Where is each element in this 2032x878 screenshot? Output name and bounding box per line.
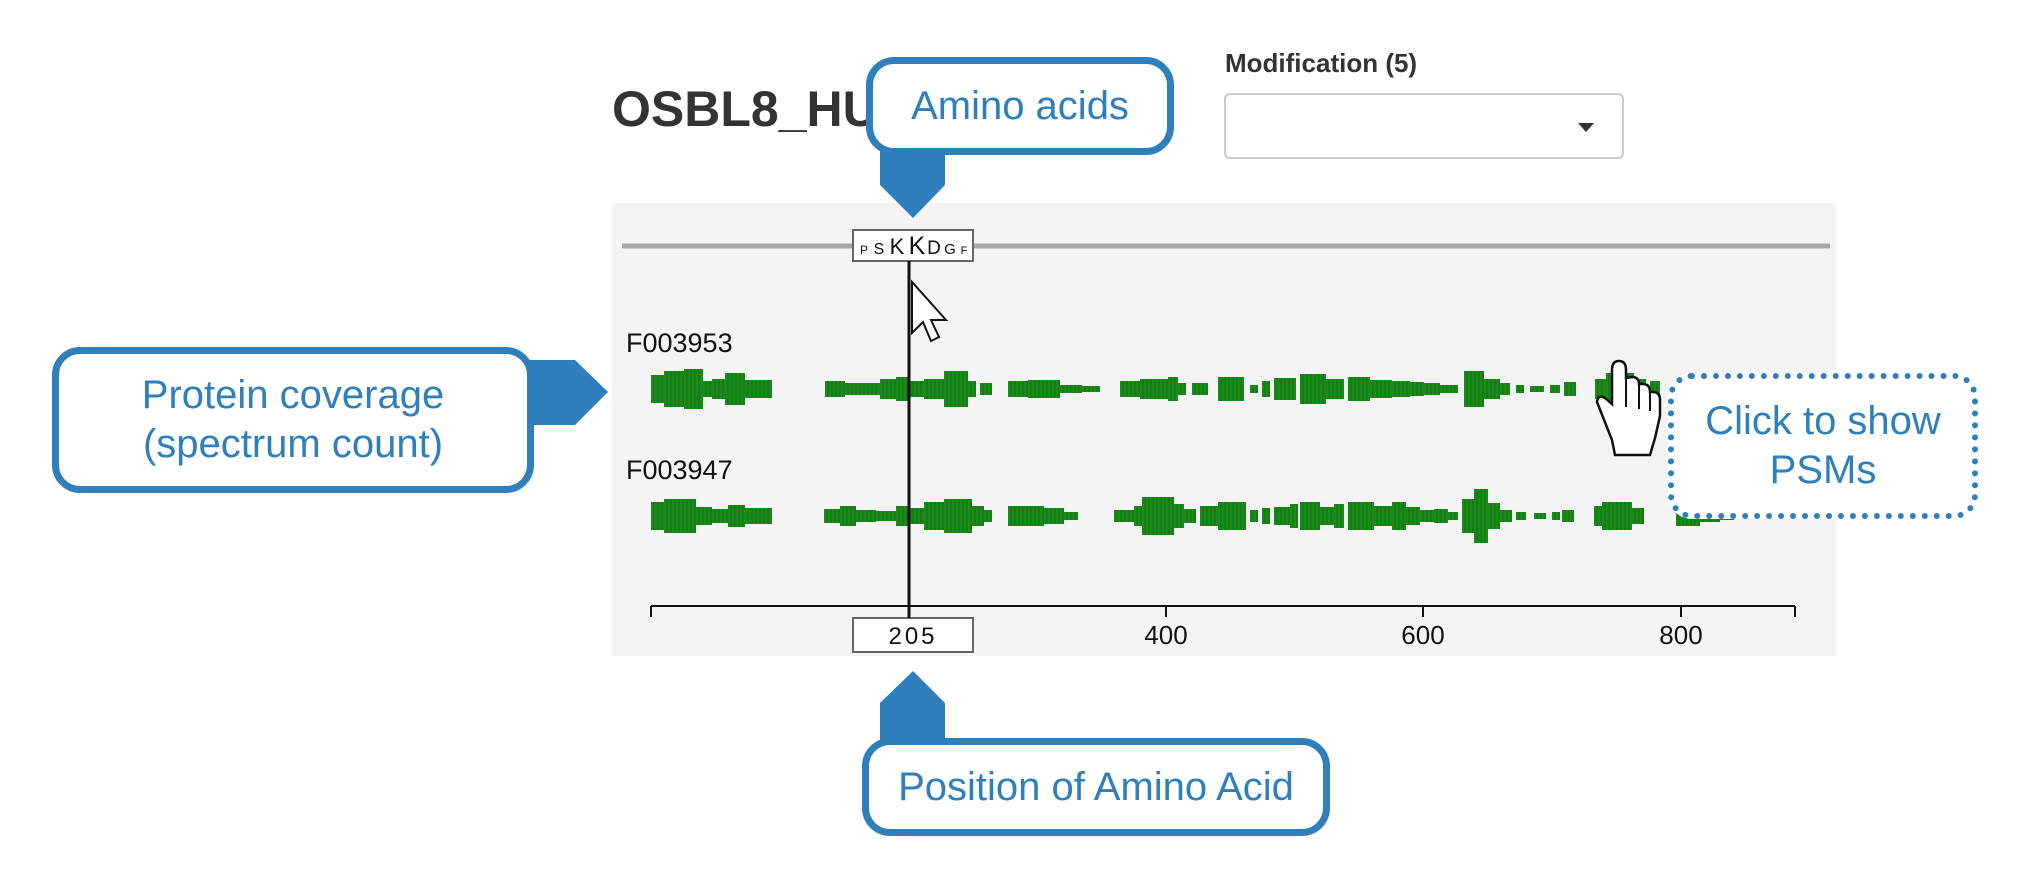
modification-label: Modification (5) bbox=[1225, 48, 1418, 78]
x-axis-tick-label: 800 bbox=[1659, 620, 1702, 650]
coverage-segment[interactable] bbox=[1028, 380, 1060, 398]
coverage-segment[interactable] bbox=[1500, 510, 1512, 522]
coverage-segment[interactable] bbox=[1184, 509, 1196, 523]
coverage-segment[interactable] bbox=[1178, 383, 1186, 395]
caret-down-icon bbox=[1578, 123, 1594, 132]
sequence-letter: S bbox=[874, 241, 885, 258]
hand-cursor-icon bbox=[1595, 359, 1662, 457]
callout-click-to-show-psms: Click to show PSMs bbox=[1668, 373, 1978, 519]
coverage-segment[interactable] bbox=[876, 511, 896, 521]
coverage-segment[interactable] bbox=[1516, 385, 1524, 393]
coverage-segment[interactable] bbox=[1552, 512, 1560, 520]
coverage-segment[interactable] bbox=[1290, 504, 1298, 528]
coverage-segment[interactable] bbox=[684, 369, 703, 409]
coverage-segment[interactable] bbox=[968, 381, 976, 397]
sequence-letter: P bbox=[860, 243, 868, 257]
coverage-segment[interactable] bbox=[824, 509, 840, 523]
callout-protein-coverage: Protein coverage (spectrum count) bbox=[52, 347, 534, 493]
coverage-segment[interactable] bbox=[1424, 383, 1440, 395]
position-readout: 205 bbox=[888, 623, 937, 650]
coverage-segment[interactable] bbox=[1500, 383, 1510, 395]
position-box bbox=[852, 617, 974, 653]
coverage-segment[interactable] bbox=[1192, 383, 1208, 395]
callout-amino-acids: Amino acids bbox=[866, 57, 1174, 155]
sequence-letter: K bbox=[890, 234, 905, 259]
callout-psm-line: Click to show bbox=[1705, 399, 1941, 444]
coverage-segment[interactable] bbox=[944, 371, 968, 407]
coverage-segment[interactable] bbox=[880, 379, 896, 399]
callout-amino-acids-text: Amino acids bbox=[911, 83, 1129, 128]
coverage-segment[interactable] bbox=[1250, 385, 1258, 393]
coverage-segment[interactable] bbox=[1334, 504, 1344, 528]
coverage-segment[interactable] bbox=[1300, 374, 1326, 404]
callout-pointer bbox=[528, 360, 608, 425]
coverage-segment[interactable] bbox=[865, 383, 880, 395]
sequence-window-box bbox=[852, 229, 974, 262]
coverage-segment[interactable] bbox=[712, 509, 728, 523]
coverage-segment[interactable] bbox=[984, 510, 992, 522]
coverage-segment[interactable] bbox=[972, 506, 984, 526]
coverage-segment[interactable] bbox=[1595, 379, 1606, 399]
coverage-track-F003953[interactable] bbox=[651, 369, 1660, 409]
sample-label: F003953 bbox=[626, 328, 733, 358]
callout-psm-line: PSMs bbox=[1769, 448, 1877, 492]
coverage-segment[interactable] bbox=[1440, 385, 1458, 393]
coverage-segment[interactable] bbox=[1348, 502, 1374, 530]
coverage-segment[interactable] bbox=[1632, 508, 1644, 524]
callout-protein-coverage-line: Protein coverage bbox=[141, 373, 445, 418]
coverage-segment[interactable] bbox=[1262, 381, 1270, 397]
coverage-segment[interactable] bbox=[1218, 502, 1246, 530]
coverage-segment[interactable] bbox=[1448, 512, 1458, 520]
coverage-segment[interactable] bbox=[1174, 504, 1184, 528]
x-axis-tick-label: 400 bbox=[1144, 620, 1187, 650]
coverage-track-F003947[interactable] bbox=[651, 489, 1734, 543]
coverage-segment[interactable] bbox=[1534, 513, 1546, 519]
coverage-segment[interactable] bbox=[1462, 499, 1474, 533]
coverage-segment[interactable] bbox=[1516, 512, 1526, 520]
coverage-segment[interactable] bbox=[1650, 381, 1660, 397]
coverage-segment[interactable] bbox=[1218, 377, 1244, 401]
callout-position-of-amino-acid: Position of Amino Acid bbox=[862, 738, 1330, 836]
coverage-segment[interactable] bbox=[1484, 379, 1500, 399]
coverage-segment[interactable] bbox=[980, 383, 992, 395]
sequence-letter: K bbox=[909, 232, 926, 260]
coverage-segment[interactable] bbox=[1562, 510, 1574, 522]
sequence-letter: F bbox=[961, 245, 968, 257]
coverage-segment[interactable] bbox=[1168, 377, 1178, 401]
coverage-segment[interactable] bbox=[1134, 506, 1142, 526]
coverage-segment[interactable] bbox=[1550, 385, 1560, 393]
x-axis-tick-label: 600 bbox=[1401, 620, 1444, 650]
coverage-segment[interactable] bbox=[840, 506, 856, 526]
coverage-segment[interactable] bbox=[1200, 506, 1218, 526]
coverage-segment[interactable] bbox=[944, 499, 972, 533]
coverage-segment[interactable] bbox=[1594, 506, 1602, 526]
callout-protein-coverage-line: (spectrum count) bbox=[142, 422, 444, 466]
coverage-segment[interactable] bbox=[1262, 508, 1270, 524]
coverage-segment[interactable] bbox=[1392, 381, 1410, 397]
arrow-cursor-icon bbox=[911, 279, 949, 343]
callout-pointer bbox=[880, 671, 945, 744]
coverage-segment[interactable] bbox=[728, 505, 745, 527]
callout-pointer bbox=[880, 150, 945, 218]
coverage-segment[interactable] bbox=[1082, 386, 1100, 392]
coverage-segment[interactable] bbox=[703, 381, 712, 397]
coverage-segment[interactable] bbox=[1488, 503, 1500, 529]
coverage-segment[interactable] bbox=[1274, 507, 1290, 525]
coverage-segment[interactable] bbox=[1250, 510, 1258, 522]
modification-select[interactable] bbox=[1224, 93, 1624, 159]
coverage-segment[interactable] bbox=[696, 507, 712, 525]
protein-title: OSBL8_HU bbox=[612, 81, 879, 137]
callout-position-text: Position of Amino Acid bbox=[898, 764, 1294, 809]
coverage-segment[interactable] bbox=[1374, 506, 1392, 526]
coverage-segment[interactable] bbox=[1140, 379, 1168, 399]
sequence-letter: G bbox=[944, 241, 956, 258]
sequence-letter: D bbox=[927, 238, 941, 259]
coverage-segment[interactable] bbox=[1564, 382, 1576, 396]
sample-label: F003947 bbox=[626, 455, 733, 485]
coverage-segment[interactable] bbox=[1326, 379, 1344, 399]
